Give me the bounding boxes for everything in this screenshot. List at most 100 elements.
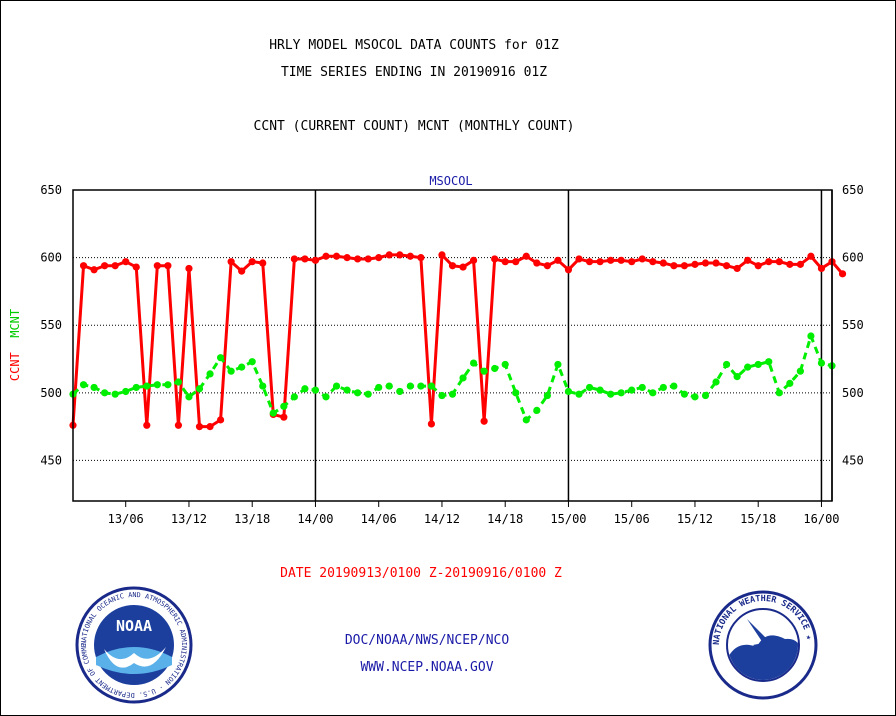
data-point-ccnt [469,256,478,264]
data-point-mcnt [343,386,351,394]
data-point-mcnt [259,382,267,390]
data-point-mcnt [448,390,457,398]
y-tick-label-left: 650 [40,183,62,197]
data-point-ccnt [691,260,699,268]
data-point-mcnt [564,387,573,396]
x-tick-label: 15/18 [740,512,776,526]
data-point-ccnt [722,262,731,270]
data-point-mcnt [722,360,731,369]
data-point-ccnt [195,423,204,431]
x-tick-label: 13/18 [234,512,270,526]
data-point-mcnt [659,383,667,392]
noaa-logo: NOAA NATIONAL OCEANIC AND ATMOSPHERIC AD… [74,585,193,704]
website-link[interactable]: WWW.NCEP.NOAA.GOV [360,660,494,675]
data-point-ccnt [90,266,98,274]
x-tick-label: 15/00 [550,512,586,526]
y-tick-label-left: 600 [40,251,62,265]
data-point-ccnt [111,262,119,270]
data-point-mcnt [596,386,604,394]
y-tick-label-right: 550 [842,318,864,332]
y-axis-label: CCNT..MCNT [8,309,22,381]
data-point-ccnt [459,263,467,271]
x-tick-label: 14/00 [297,512,333,526]
svg-text:CCNT..MCNT: CCNT..MCNT [8,309,22,381]
data-point-mcnt [649,389,657,397]
data-point-ccnt [501,258,509,266]
data-point-ccnt [596,258,604,266]
data-point-mcnt [733,373,741,381]
data-point-mcnt [174,378,183,386]
data-point-mcnt [238,363,246,371]
data-point-ccnt [512,258,520,266]
data-point-mcnt [817,359,826,367]
data-point-ccnt [491,255,499,263]
data-point-mcnt [164,381,172,389]
x-tick-label: 14/18 [487,512,523,526]
data-point-mcnt [670,382,678,390]
data-point-mcnt [701,391,710,400]
data-point-mcnt [143,382,151,390]
data-point-mcnt [744,363,752,371]
data-point-mcnt [554,360,562,369]
data-point-mcnt [269,409,277,417]
data-point-mcnt [227,367,235,375]
data-point-ccnt [364,255,372,263]
x-tick-label: 16/00 [803,512,839,526]
data-point-mcnt [628,386,636,394]
data-point-ccnt [628,258,636,266]
data-point-ccnt [712,259,720,267]
data-point-ccnt [101,262,109,270]
x-tick-label: 14/12 [424,512,460,526]
data-point-ccnt [227,258,235,266]
data-point-ccnt [838,270,847,278]
data-point-mcnt [712,378,720,386]
data-point-ccnt [733,264,741,273]
data-point-ccnt [174,421,183,429]
data-point-ccnt [649,258,657,266]
y-tick-label-right: 450 [842,453,864,467]
data-point-ccnt [701,259,710,267]
data-point-mcnt [122,387,130,396]
data-point-mcnt [617,389,625,397]
chart-title-line-3: CCNT (CURRENT COUNT) MCNT (MONTHLY COUNT… [253,119,575,134]
org-label: DOC/NOAA/NWS/NCEP/NCO [344,633,510,648]
data-point-ccnt [153,262,161,270]
data-point-ccnt [522,252,530,260]
data-point-mcnt [301,385,309,393]
chart-title-line-1: HRLY MODEL MSOCOL DATA COUNTS for 01Z [269,38,559,53]
data-point-ccnt [143,421,151,429]
data-point-ccnt [248,258,256,266]
data-point-mcnt [469,359,478,367]
data-point-ccnt [385,251,393,259]
y-tick-label-left: 550 [40,318,62,332]
data-point-mcnt [575,390,583,398]
chart-title-line-2: TIME SERIES ENDING IN 20190916 01Z [280,65,548,80]
data-point-ccnt [79,262,88,270]
data-point-mcnt [153,381,161,389]
data-point-mcnt [533,406,541,415]
x-tick-label: 13/06 [108,512,144,526]
data-point-mcnt [311,386,320,394]
data-point-mcnt [512,389,520,397]
date-range-label: DATE 20190913/0100 Z-20190916/0100 Z [280,566,562,581]
plot-area-border [72,189,833,502]
data-point-mcnt [111,390,119,398]
data-point-ccnt [554,256,562,264]
data-point-mcnt [480,367,488,375]
data-point-ccnt [417,254,425,262]
data-point-mcnt [427,382,436,390]
data-point-mcnt [607,390,615,398]
data-point-ccnt [744,256,752,264]
series-line-mcnt [71,334,833,422]
data-point-ccnt [280,413,288,421]
data-point-ccnt [670,262,678,270]
y-tick-label-right: 500 [842,386,864,400]
data-point-mcnt [786,379,794,387]
data-point-ccnt [638,255,646,263]
data-point-ccnt [343,254,351,262]
data-point-ccnt [575,255,583,263]
data-point-ccnt [311,256,320,264]
data-point-ccnt [427,420,436,428]
data-point-ccnt [817,264,826,273]
